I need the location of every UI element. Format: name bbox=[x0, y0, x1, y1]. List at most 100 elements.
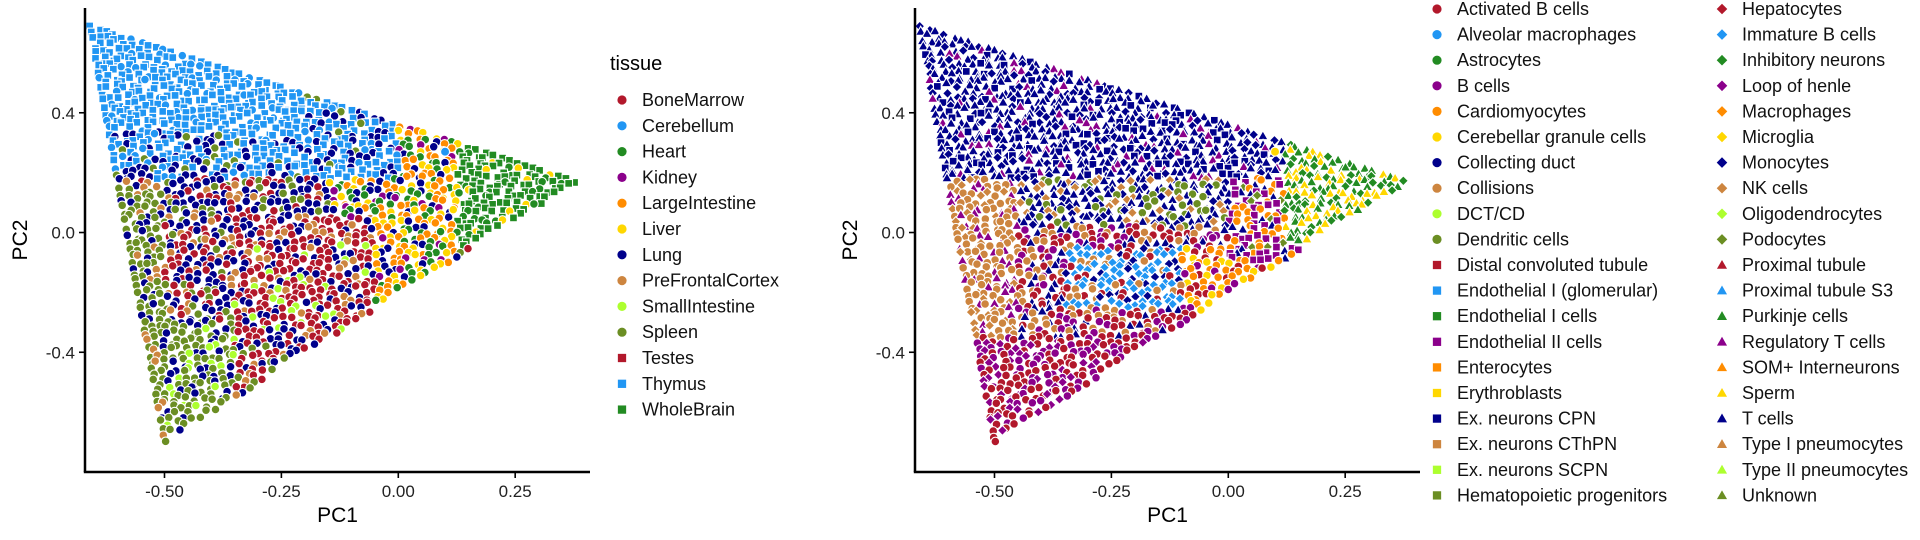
legend-item-dct-cd: DCT/CD bbox=[1432, 204, 1525, 224]
legend-swatch bbox=[1432, 234, 1442, 244]
legend-swatch bbox=[617, 327, 627, 337]
scatter-point bbox=[100, 103, 109, 113]
scatter-point bbox=[213, 130, 224, 141]
scatter-point bbox=[1042, 264, 1055, 275]
scatter-point bbox=[278, 188, 289, 199]
scatter-point bbox=[1308, 160, 1320, 172]
scatter-point bbox=[1029, 64, 1043, 76]
scatter-point bbox=[1026, 321, 1037, 332]
scatter-point bbox=[1155, 223, 1166, 233]
scatter-point bbox=[971, 289, 981, 300]
scatter-point bbox=[225, 361, 236, 372]
scatter-point bbox=[1318, 160, 1331, 171]
scatter-point bbox=[222, 83, 232, 93]
scatter-point bbox=[1110, 279, 1121, 290]
scatter-point bbox=[179, 245, 189, 256]
legend-swatch bbox=[1432, 414, 1442, 423]
scatter-point bbox=[1067, 93, 1080, 104]
scatter-point bbox=[1177, 200, 1188, 211]
scatter-point bbox=[1002, 385, 1013, 396]
scatter-point bbox=[516, 208, 526, 218]
scatter-point bbox=[1087, 111, 1100, 122]
scatter-point bbox=[210, 381, 220, 392]
scatter-point bbox=[1038, 134, 1051, 145]
scatter-point bbox=[370, 205, 381, 216]
scatter-point bbox=[1201, 116, 1215, 128]
scatter-point bbox=[323, 262, 334, 273]
scatter-point bbox=[1107, 92, 1120, 104]
scatter-point bbox=[210, 287, 221, 298]
scatter-point bbox=[278, 311, 288, 322]
scatter-point bbox=[1032, 406, 1045, 418]
scatter-point bbox=[1099, 85, 1113, 96]
x-axis-title: PC1 bbox=[1147, 504, 1188, 527]
scatter-point bbox=[430, 218, 441, 228]
scatter-point bbox=[217, 333, 228, 344]
scatter-point bbox=[139, 62, 149, 72]
legend-item-cardiomyocytes: Cardiomyocytes bbox=[1432, 101, 1586, 121]
scatter-point bbox=[359, 190, 370, 200]
legend-swatch bbox=[617, 198, 627, 208]
legend-label: Cerebellum bbox=[642, 116, 734, 136]
scatter-point bbox=[1112, 83, 1125, 95]
scatter-point bbox=[1212, 149, 1226, 160]
scatter-point bbox=[990, 360, 1002, 373]
scatter-point bbox=[988, 43, 1001, 55]
legend-item-cerebellum: Cerebellum bbox=[617, 116, 734, 136]
scatter-point bbox=[1144, 174, 1157, 186]
scatter-point bbox=[1186, 133, 1199, 145]
legend-swatch bbox=[1432, 209, 1442, 219]
scatter-point bbox=[976, 279, 987, 290]
scatter-point bbox=[1146, 207, 1159, 218]
scatter-point bbox=[404, 141, 415, 152]
scatter-point bbox=[179, 365, 190, 376]
scatter-point bbox=[1377, 185, 1391, 197]
scatter-point bbox=[395, 175, 406, 186]
scatter-point bbox=[975, 189, 987, 202]
legend-item-wholebrain: WholeBrain bbox=[617, 400, 735, 420]
legend-swatch bbox=[1432, 81, 1442, 91]
scatter-point bbox=[1282, 189, 1295, 201]
scatter-point bbox=[244, 298, 254, 308]
scatter-point bbox=[251, 143, 261, 153]
scatter-point bbox=[184, 316, 195, 327]
scatter-point bbox=[441, 247, 452, 258]
legend-label: Ex. neurons CPN bbox=[1457, 409, 1596, 429]
scatter-point bbox=[1263, 200, 1273, 210]
scatter-point bbox=[989, 314, 1000, 325]
scatter-point bbox=[1286, 249, 1297, 259]
scatter-point bbox=[125, 73, 134, 82]
scatter-point bbox=[1235, 242, 1249, 254]
scatter-point bbox=[305, 242, 316, 253]
scatter-point bbox=[1207, 289, 1217, 300]
scatter-point bbox=[1082, 129, 1092, 139]
legend-label: Thymus bbox=[642, 374, 706, 394]
scatter-point bbox=[1113, 297, 1125, 310]
scatter-point bbox=[914, 25, 927, 36]
scatter-point bbox=[985, 241, 995, 251]
scatter-point bbox=[1162, 302, 1175, 314]
y-tick-label: 0.4 bbox=[51, 104, 75, 123]
scatter-point bbox=[1134, 94, 1147, 106]
scatter-point bbox=[1123, 319, 1137, 331]
scatter-point bbox=[1055, 246, 1068, 257]
scatter-point bbox=[335, 240, 346, 250]
scatter-point bbox=[312, 237, 323, 247]
scatter-point bbox=[158, 107, 168, 116]
scatter-point bbox=[98, 94, 108, 104]
scatter-point bbox=[1370, 189, 1383, 200]
scatter-point bbox=[991, 398, 1002, 409]
scatter-point bbox=[342, 172, 351, 182]
scatter-point bbox=[382, 222, 393, 232]
legend-label: Proximal tubule S3 bbox=[1742, 281, 1893, 301]
scatter-point bbox=[226, 102, 236, 112]
scatter-point bbox=[350, 281, 361, 291]
scatter-point bbox=[1397, 175, 1410, 187]
scatter-point bbox=[1098, 174, 1111, 186]
scatter-point bbox=[1221, 118, 1234, 129]
legend-item-astrocytes: Astrocytes bbox=[1432, 50, 1541, 70]
scatter-point bbox=[1102, 187, 1115, 199]
scatter-point bbox=[1253, 154, 1266, 165]
scatter-point bbox=[948, 156, 958, 166]
scatter-point bbox=[1018, 310, 1032, 322]
